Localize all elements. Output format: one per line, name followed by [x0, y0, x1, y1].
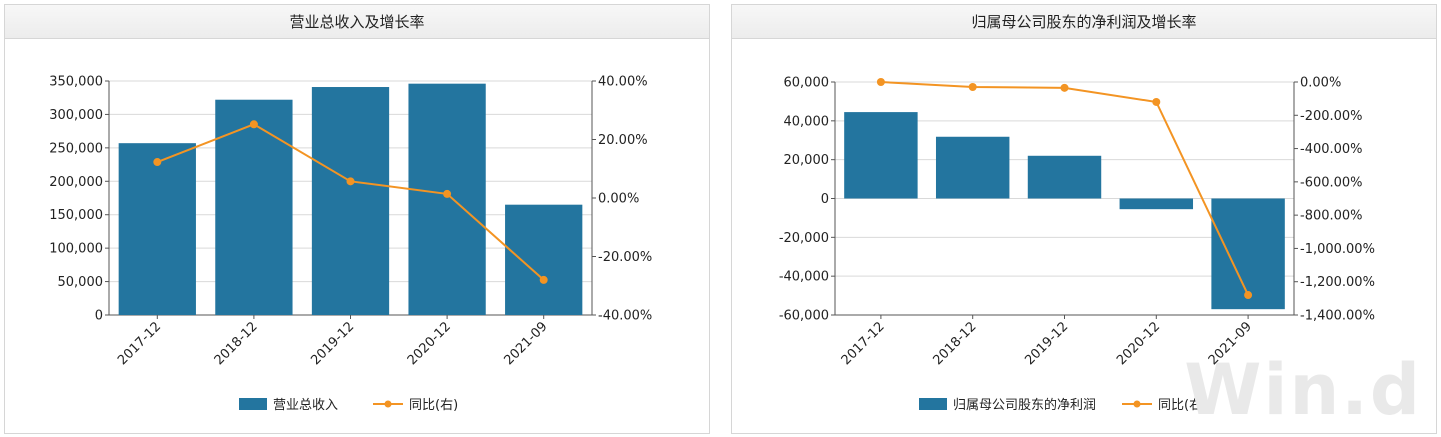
right-axis-tick-label: -1,000.00%: [1300, 242, 1375, 257]
revenue-chart-panel: 营业总收入及增长率 0 50,000 100,000 150,000 200,000 25…: [4, 4, 710, 434]
x-axis-tick-label: 2017-12: [839, 319, 888, 368]
right-axis-tick-label: 20.00%: [598, 133, 648, 148]
x-axis-tick-label: 2018-12: [212, 319, 261, 368]
chart-title: 营业总收入及增长率: [5, 5, 709, 39]
x-axis-tick-label: 2017-12: [115, 319, 164, 368]
chart-title: 归属母公司股东的净利润及增长率: [732, 5, 1436, 39]
legend-line-label: 同比(右): [1158, 398, 1207, 413]
line-point: [153, 158, 162, 167]
line-point: [539, 275, 548, 284]
line-point: [346, 177, 355, 186]
right-axis-tick-label: -400.00%: [1300, 142, 1363, 157]
line-point: [249, 120, 258, 129]
revenue-chart: 0 50,000 100,000 150,000 200,000 250,000 300,0…: [49, 75, 652, 414]
line-point: [968, 82, 977, 91]
legend-bar-label: 归属母公司股东的净利润: [953, 397, 1096, 413]
net-profit-chart-panel: 归属母公司股东的净利润及增长率 -60,000 -40,000 -20,000 0 20…: [731, 4, 1437, 434]
bar: [311, 87, 390, 315]
line-point: [443, 189, 452, 198]
x-axis-tick-label: 2019-12: [1022, 319, 1071, 368]
line-point: [876, 78, 885, 86]
left-axis-tick-label: -40,000: [779, 270, 829, 285]
left-axis-tick-label: 20,000: [784, 153, 830, 168]
right-axis-tick-label: -800.00%: [1300, 209, 1363, 224]
left-axis-tick-label: 350,000: [49, 75, 103, 90]
x-axis-tick-label: 2020-12: [1114, 319, 1163, 368]
legend-line-label: 同比(右): [409, 398, 458, 413]
right-axis-tick-label: 0.00%: [598, 192, 639, 207]
bar: [118, 143, 196, 315]
bar: [935, 136, 1010, 199]
legend-bar-swatch: [239, 398, 267, 410]
bar: [1211, 198, 1285, 310]
bar: [408, 83, 486, 315]
bar: [505, 204, 583, 315]
bar: [1119, 198, 1194, 210]
line-point: [1152, 97, 1161, 106]
left-axis-tick-label: 300,000: [49, 108, 103, 123]
left-axis-tick-label: 250,000: [49, 141, 103, 156]
right-axis-tick-label: -600.00%: [1300, 175, 1363, 190]
x-axis-tick-label: 2021-09: [502, 319, 551, 368]
legend-line-marker: [1133, 400, 1141, 408]
x-axis-tick-label: 2020-12: [405, 319, 454, 368]
left-axis-tick-label: 60,000: [784, 76, 830, 91]
left-axis-tick-label: 50,000: [58, 275, 104, 290]
bar: [215, 99, 293, 315]
right-axis-tick-label: -40.00%: [598, 309, 652, 324]
right-axis-tick-label: -1,200.00%: [1300, 275, 1375, 290]
line-point: [1060, 83, 1069, 92]
left-axis-tick-label: -60,000: [779, 309, 829, 324]
left-axis-tick-label: 0: [95, 309, 103, 324]
watermark-logo: Win.d: [1184, 349, 1422, 431]
bar: [1027, 155, 1102, 199]
x-axis-tick-label: 2018-12: [931, 319, 980, 368]
left-axis-tick-label: -20,000: [779, 231, 829, 246]
x-axis-tick-label: 2019-12: [308, 319, 357, 368]
right-axis-tick-label: 0.00%: [1300, 76, 1341, 91]
legend-bar-label: 营业总收入: [273, 398, 338, 413]
bar: [844, 112, 918, 199]
left-axis-tick-label: 200,000: [49, 175, 103, 190]
right-axis-tick-label: -1,400.00%: [1300, 309, 1375, 324]
right-axis-tick-label: -20.00%: [598, 250, 652, 265]
legend-bar-swatch: [919, 398, 947, 410]
line-point: [1244, 291, 1253, 300]
left-axis-tick-label: 100,000: [49, 242, 103, 257]
legend-line-marker: [384, 400, 392, 408]
left-axis-tick-label: 0: [821, 192, 829, 207]
right-axis-tick-label: -200.00%: [1300, 109, 1363, 124]
left-axis-tick-label: 40,000: [784, 114, 830, 129]
left-axis-tick-label: 150,000: [49, 208, 103, 223]
net-profit-chart: -60,000 -40,000 -20,000 0 20,000 40,000 60,000…: [779, 76, 1375, 414]
right-axis-tick-label: 40.00%: [598, 75, 648, 90]
